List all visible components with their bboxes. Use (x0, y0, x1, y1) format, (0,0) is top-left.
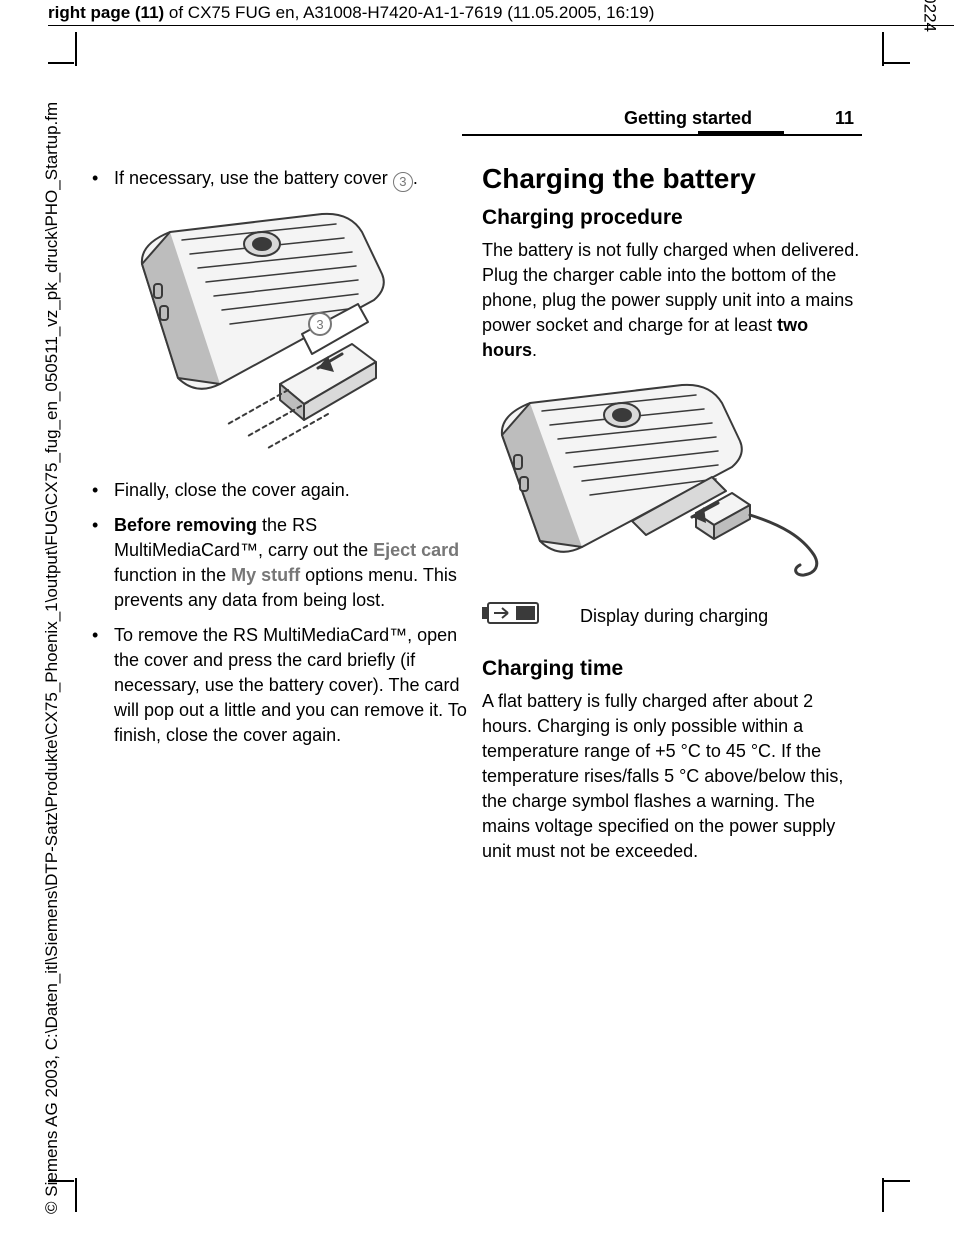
list-item: If necessary, use the battery cover 3. (88, 166, 468, 192)
heading-2: Charging time (482, 656, 862, 681)
side-label-left-text: © Siemens AG 2003, C:\Daten_itl\Siemens\… (42, 102, 62, 1214)
figure-battery-cover: 3 (112, 204, 468, 464)
running-header: Getting started 11 (462, 108, 862, 136)
proof-header: right page (11) of CX75 FUG en, A31008-H… (48, 0, 954, 26)
side-label-left: © Siemens AG 2003, C:\Daten_itl\Siemens\… (22, 0, 46, 1246)
text: If necessary, use the battery cover (114, 168, 393, 188)
section-underline (698, 131, 784, 136)
menu-ref: My stuff (231, 565, 300, 585)
page-number: 11 (835, 108, 854, 129)
charging-indicator-row: Display during charging (482, 599, 862, 634)
heading-1: Charging the battery (482, 166, 862, 191)
text: Finally, close the cover again. (114, 480, 350, 500)
crop-mark (882, 32, 884, 66)
figure-charging (482, 375, 862, 585)
left-column: If necessary, use the battery cover 3. (88, 166, 468, 758)
crop-mark (48, 1180, 74, 1182)
crop-mark (75, 1178, 77, 1212)
side-label-right-text: Template: X75, Version 2.2; VAR Language… (920, 0, 940, 32)
menu-ref: Eject card (373, 540, 459, 560)
side-label-right: Template: X75, Version 2.2; VAR Language… (920, 0, 944, 1246)
heading-2: Charging procedure (482, 205, 862, 230)
crop-mark (884, 1180, 910, 1182)
list-item: To remove the RS MultiMediaCard™, open t… (88, 623, 468, 748)
paragraph: The battery is not fully charged when de… (482, 238, 862, 363)
list-item: Finally, close the cover again. (88, 478, 468, 503)
callout-number-icon: 3 (393, 172, 413, 192)
text: function in the (114, 565, 231, 585)
proof-header-page: right page (11) (48, 3, 164, 22)
crop-mark (75, 32, 77, 66)
crop-mark (48, 62, 74, 64)
instruction-list: Finally, close the cover again. Before r… (88, 478, 468, 748)
text: . (532, 340, 537, 360)
svg-text:3: 3 (316, 317, 323, 332)
text: To remove the RS MultiMediaCard™, open t… (114, 625, 467, 745)
crop-mark (882, 1178, 884, 1212)
paragraph: A flat battery is fully charged after ab… (482, 689, 862, 864)
right-column: Charging the battery Charging procedure … (482, 166, 862, 874)
text: . (413, 168, 418, 188)
list-item: Before removing the RS MultiMediaCard™, … (88, 513, 468, 613)
battery-charging-icon (482, 599, 546, 634)
charging-indicator-caption: Display during charging (580, 604, 768, 629)
text: Before removing (114, 515, 257, 535)
crop-mark (884, 62, 910, 64)
section-name: Getting started (624, 108, 752, 129)
instruction-list: If necessary, use the battery cover 3. (88, 166, 468, 192)
proof-header-rest: of CX75 FUG en, A31008-H7420-A1-1-7619 (… (164, 3, 654, 22)
